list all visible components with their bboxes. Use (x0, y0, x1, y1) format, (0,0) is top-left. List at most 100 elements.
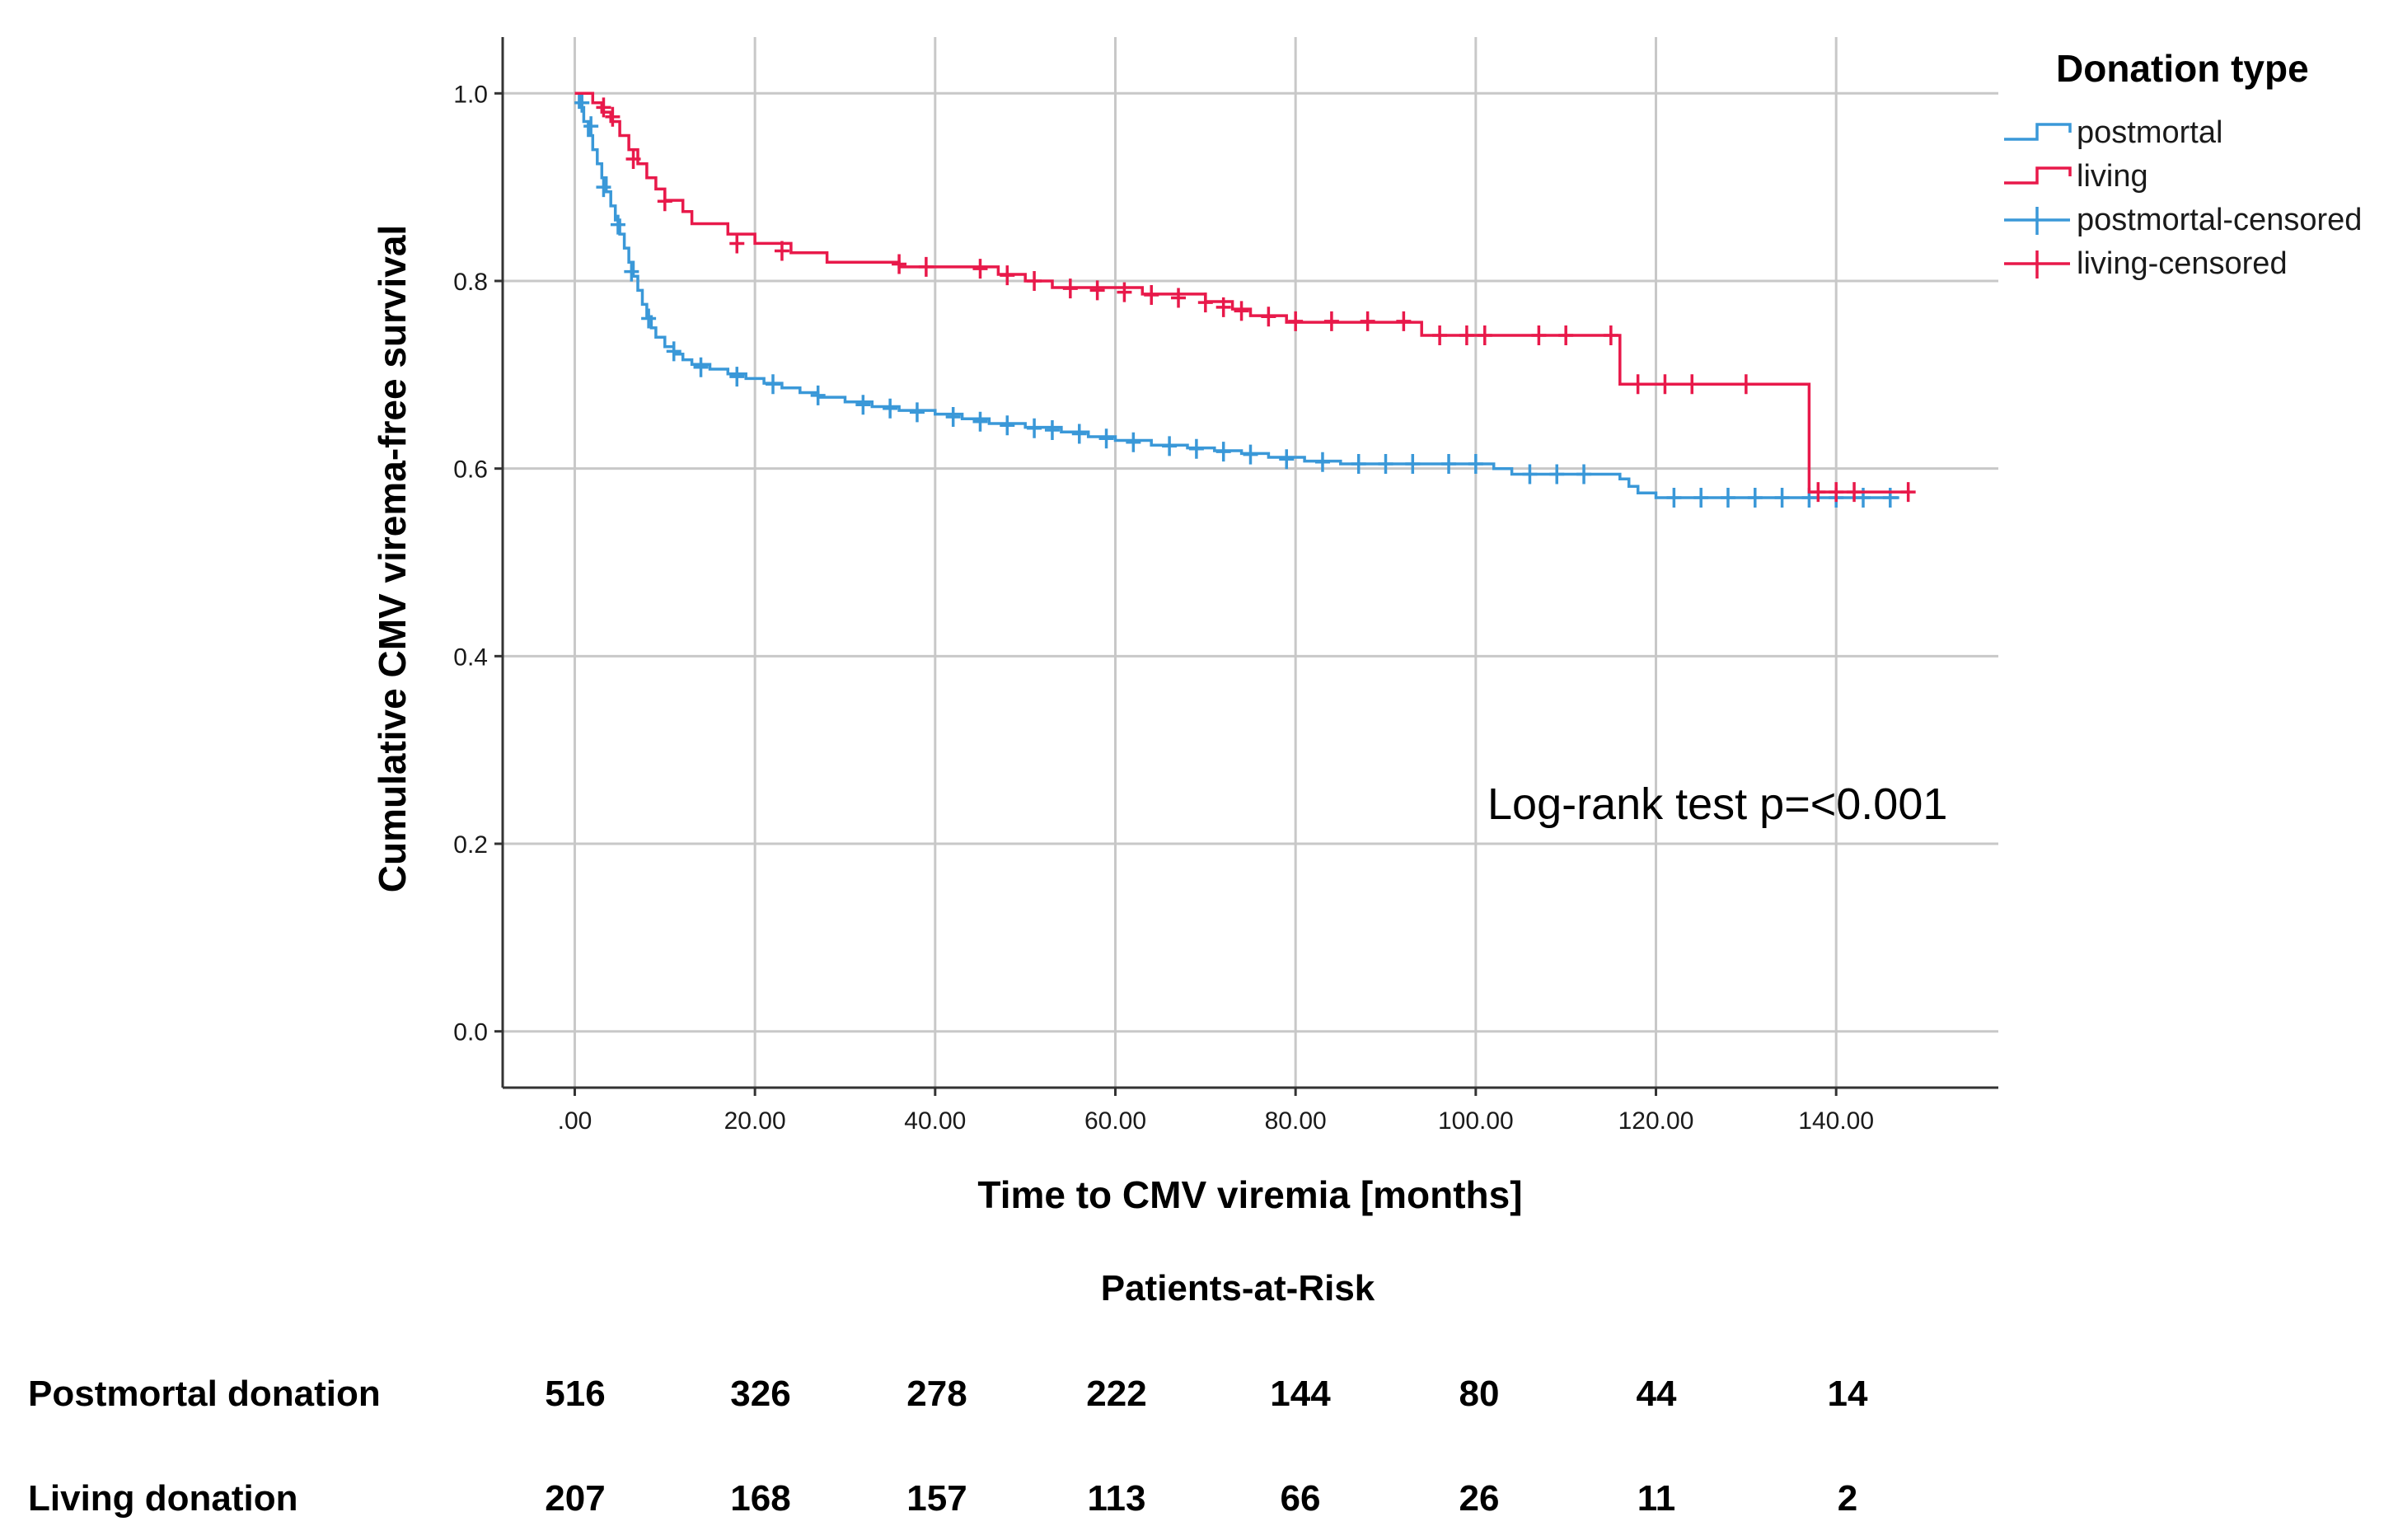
living-censored-mark (1900, 482, 1916, 503)
series-postmortal (574, 91, 1899, 508)
postmortal-censored-mark (945, 407, 961, 428)
x-ticks: .00 20.00 40.00 60.00 80.00 100.00 120.00 140.0… (558, 1088, 1874, 1135)
living-censored-mark (1171, 288, 1187, 308)
series-living (574, 91, 1916, 503)
series-layer (574, 91, 1916, 508)
risk-value: 168 (730, 1478, 790, 1519)
living-censored-mark (1288, 311, 1304, 331)
risk-value: 157 (906, 1478, 967, 1519)
living-censored-mark (1089, 280, 1105, 301)
living-censored-mark (1558, 325, 1574, 346)
living-censored-mark (1323, 311, 1339, 331)
x-tick-label: .00 (558, 1107, 592, 1135)
living-censored-mark (1810, 482, 1826, 503)
living-censored-mark (625, 148, 641, 169)
legend-entry-label: postmortal (2077, 115, 2222, 150)
legend-swatch-step (2004, 123, 2072, 141)
postmortal-censored-mark (666, 341, 681, 362)
x-tick-label: 80.00 (1265, 1107, 1327, 1135)
y-tick-label: 0.2 (453, 831, 488, 859)
living-censored-mark (892, 254, 907, 274)
legend-entry-label: living-censored (2077, 246, 2288, 281)
postmortal-censored-mark (1549, 464, 1565, 484)
living-censored-mark (1261, 307, 1276, 327)
risk-value: 44 (1637, 1374, 1677, 1414)
risk-value: 144 (1270, 1374, 1331, 1414)
y-tick-label: 0.0 (453, 1019, 488, 1046)
risk-value: 113 (1088, 1478, 1146, 1519)
y-tick-label: 0.4 (453, 644, 488, 671)
living-censored-mark (1027, 270, 1042, 291)
risk-row: Living donation 207 168 157 113 66 26 11 2 (28, 1478, 1857, 1519)
legend-title: Donation type (2056, 47, 2309, 90)
postmortal-censored-mark (1441, 453, 1457, 474)
risk-value: 222 (1086, 1374, 1146, 1414)
postmortal-censored-mark (855, 395, 871, 415)
living-censored-mark (774, 241, 789, 261)
postmortal-censored-mark (1044, 419, 1060, 440)
postmortal-censored-mark (596, 177, 611, 198)
living-censored-mark (1432, 325, 1448, 346)
living-censored-mark (1117, 282, 1132, 302)
legend: Donation type postmortallivingpostmortal… (2004, 47, 2362, 281)
postmortal-censored-mark (1162, 436, 1178, 456)
y-tick-label: 0.8 (453, 269, 488, 296)
postmortal-censored-mark (1215, 442, 1231, 462)
postmortal-censored-mark (574, 92, 590, 113)
x-tick-label: 100.00 (1438, 1107, 1514, 1135)
legend-entry-living-censored: living-censored (2004, 246, 2288, 281)
living-censored-mark (729, 233, 745, 254)
living-censored-mark (657, 191, 672, 212)
log-rank-annotation: Log-rank test p=<0.001 (1487, 779, 1947, 829)
postmortal-censored-mark (693, 357, 709, 377)
risk-value: 66 (1281, 1478, 1321, 1519)
patients-at-risk-title: Patients-at-Risk (1101, 1268, 1375, 1308)
postmortal-censored-mark (810, 385, 826, 405)
risk-value: 278 (906, 1374, 967, 1414)
living-censored-mark (1234, 301, 1249, 321)
legend-swatch-cross (2004, 250, 2070, 279)
postmortal-censored-mark (1098, 428, 1114, 449)
living-censored-mark (1144, 285, 1159, 306)
living-censored-mark (972, 259, 988, 279)
postmortal-survival-line (574, 91, 1899, 499)
y-axis-label: Cumulative CMV virema-free survival (371, 225, 414, 892)
legend-entry-label: living (2077, 159, 2148, 194)
grid (503, 37, 1998, 1088)
risk-value: 26 (1459, 1478, 1500, 1519)
postmortal-censored-mark (1243, 444, 1258, 465)
living-censored-mark (1197, 293, 1213, 313)
risk-value: 14 (1828, 1374, 1868, 1414)
living-censored-mark (1738, 374, 1754, 395)
legend-swatch-step (2004, 166, 2072, 185)
legend-entries: postmortal living postmortal-censored livin… (2004, 115, 2362, 281)
patients-at-risk-rows: Postmortal donation 516 326 278 222 144 80 44 14… (28, 1374, 1868, 1519)
postmortal-censored-mark (1126, 432, 1141, 452)
living-censored-mark (1657, 374, 1673, 395)
risk-value: 2 (1838, 1478, 1857, 1519)
risk-value: 207 (545, 1478, 605, 1519)
y-tick-label: 1.0 (453, 81, 488, 108)
risk-row-label: Postmortal donation (28, 1374, 381, 1414)
postmortal-censored-mark (1720, 487, 1735, 508)
postmortal-censored-mark (1747, 487, 1763, 508)
x-axis-label: Time to CMV viremia [months] (977, 1173, 1522, 1216)
postmortal-censored-mark (1000, 415, 1015, 436)
y-tick-label: 0.6 (453, 456, 488, 484)
postmortal-censored-mark (1378, 453, 1393, 474)
legend-entry-label: postmortal-censored (2077, 203, 2362, 237)
x-tick-label: 140.00 (1798, 1107, 1874, 1135)
living-censored-mark (1477, 325, 1492, 346)
living-censored-mark (1829, 482, 1844, 503)
risk-value: 80 (1459, 1374, 1500, 1414)
living-censored-mark (1459, 325, 1474, 346)
living-censored-mark (1000, 265, 1015, 286)
postmortal-censored-mark (909, 402, 925, 423)
y-ticks: 0.0 0.2 0.4 0.6 0.8 1.0 (453, 81, 503, 1046)
postmortal-censored-mark (583, 116, 599, 137)
postmortal-censored-mark (883, 398, 898, 419)
living-censored-mark (1603, 325, 1618, 346)
living-censored-mark (596, 97, 611, 118)
